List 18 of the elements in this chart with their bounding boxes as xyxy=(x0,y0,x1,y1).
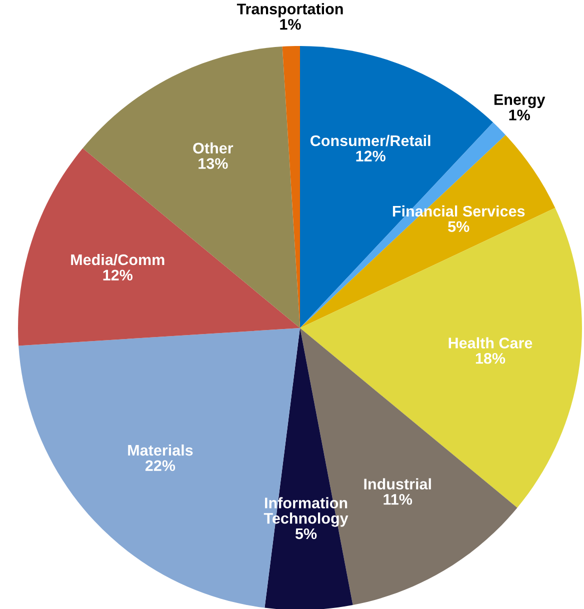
data-label: 13% xyxy=(198,158,228,169)
slice-label: Materials xyxy=(128,444,193,456)
slice-label: Industrial xyxy=(364,478,431,490)
slice-label: Energy xyxy=(494,94,546,108)
data-label: 12% xyxy=(356,150,386,162)
slice-label: Other xyxy=(193,142,234,154)
data-label: 5% xyxy=(295,528,317,540)
slice-label: Health Care xyxy=(448,337,532,348)
slice-label: Transportation xyxy=(236,3,343,18)
data-label: 5% xyxy=(448,221,470,232)
slice-label: Consumer/Retail xyxy=(310,134,430,146)
data-label: 1% xyxy=(509,110,530,120)
data-label: 18% xyxy=(476,352,506,364)
data-label: 1% xyxy=(280,18,301,30)
data-label: 22% xyxy=(145,460,176,472)
data-label: 11% xyxy=(384,494,412,505)
slice-label: Media/Comm xyxy=(71,254,164,266)
data-label: 12% xyxy=(103,270,133,280)
